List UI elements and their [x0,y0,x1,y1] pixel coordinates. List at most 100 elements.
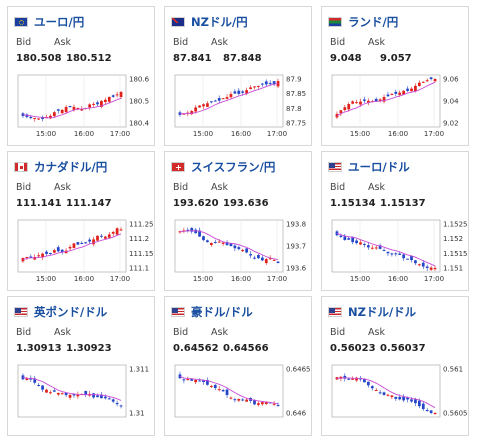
candle-body [421,403,425,410]
candle-body [410,256,413,261]
candle-body [45,389,48,393]
candlestick-chart[interactable]: 1.311 1.31 [8,357,155,436]
candle-body [347,378,351,380]
y-tick-label: 0.5605 [443,410,468,418]
pair-name[interactable]: 英ポンド/ドル [34,305,108,319]
candle-body [198,230,201,237]
candle-body [111,399,115,402]
pair-name[interactable]: ユーロ/円 [34,15,85,29]
pair-name[interactable]: カナダドル/円 [34,160,108,174]
candle-body [257,85,260,87]
pair-name[interactable]: ランド/円 [348,15,399,29]
rate-card-chfjpy[interactable]: スイスフラン/円 Bid Ask 193.620 193.636 193.8 19… [164,151,312,291]
candle-body [103,396,107,399]
bid-value: 0.64562 [173,343,219,354]
candle-body [355,102,358,104]
bid-label: Bid [173,37,189,48]
rate-card-eurjpy[interactable]: ユーロ/円 Bid Ask 180.508 180.512 180.6 180.5… [7,6,155,146]
candle-body [421,262,425,267]
rate-card-cadjpy[interactable]: カナダドル/円 Bid Ask 111.141 111.147 111.25 11… [7,151,155,291]
candlestick-chart[interactable]: 111.25 111.2 111.15 111.1 15:00 16:00 17:00 [8,212,155,291]
y-tick-label: 87.85 [286,90,306,98]
candle-body [198,380,201,382]
candle-body [190,378,194,381]
candlestick-chart[interactable]: 193.8 193.7 193.6 15:00 16:00 17:00 [165,212,312,291]
candle-body [339,235,343,237]
candlestick-chart[interactable]: 87.9 87.85 87.8 87.75 15:00 16:00 17:00 [165,67,312,146]
candle-body [402,254,406,259]
pair-name[interactable]: NZドル/ドル [348,305,417,319]
candle-body [394,396,398,399]
candle-body [64,392,68,396]
ask-value: 193.636 [223,198,269,209]
candle-body [206,380,209,385]
candle-body [394,91,398,94]
us-flag-icon [14,307,28,317]
candlestick-chart[interactable]: 180.6 180.5 180.4 15:00 16:00 17:00 [8,67,155,146]
candle-body [76,394,80,397]
candle-body [202,236,205,241]
candle-body [272,259,276,261]
candle-body [115,94,119,96]
candle-body [417,400,421,407]
candle-body [359,242,362,245]
pair-name[interactable]: NZドル/円 [191,15,248,29]
y-tick-label: 1.1525 [443,221,468,229]
candlestick-chart[interactable]: 0.6465 0.646 [165,357,312,436]
candle-body [370,386,374,389]
candle-body [433,413,437,414]
pair-name[interactable]: スイスフラン/円 [191,160,276,174]
candle-body [52,112,56,117]
rate-card-nzdjpy[interactable]: NZドル/円 Bid Ask 87.841 87.848 87.9 87.85 87… [164,6,312,146]
us-flag-icon [171,307,185,317]
candle-body [429,77,433,79]
candle-body [107,96,111,102]
candle-body [21,257,25,262]
candle-body [425,410,429,412]
rate-card-gbpusd[interactable]: 英ポンド/ドル Bid Ask 1.30913 1.30923 1.311 1.3… [7,296,155,436]
ask-value: 180.512 [66,53,112,64]
candle-body [363,99,366,101]
candle-body [355,377,358,381]
bid-value: 0.56023 [330,343,376,354]
candle-body [347,104,351,110]
candle-body [382,97,386,102]
candlestick-chart[interactable]: 0.561 0.5605 [322,357,469,436]
candle-body [100,235,103,237]
x-tick-label: 17:00 [110,275,130,283]
candle-body [52,390,56,392]
candle-body [115,228,119,235]
rate-card-zarjpy[interactable]: ランド/円 Bid Ask 9.048 9.057 9.06 9.04 9.02 15… [321,6,469,146]
y-tick-label: 1.311 [129,366,149,374]
candle-body [33,378,37,383]
ask-value: 87.848 [223,53,262,64]
rate-card-audusd[interactable]: 豪ドル/ドル Bid Ask 0.64562 0.64566 0.6465 0.6… [164,296,312,436]
bid-label: Bid [173,327,189,338]
x-tick-label: 15:00 [350,275,370,283]
moving-average-line [22,97,122,119]
rate-card-eurusd[interactable]: ユーロ/ドル Bid Ask 1.15134 1.15137 1.1525 1.1… [321,151,469,291]
candle-body [257,403,260,405]
candle-body [253,399,256,405]
candlestick-chart[interactable]: 1.1525 1.152 1.1515 1.151 15:00 16:00 17:00 [322,212,469,291]
ask-label: Ask [368,327,385,338]
candle-body [249,254,252,256]
candle-body [190,110,194,115]
y-tick-label: 111.25 [129,221,154,229]
candle-body [351,378,355,380]
rate-card-nzdusd[interactable]: NZドル/ドル Bid Ask 0.56023 0.56037 0.561 0.5… [321,296,469,436]
y-tick-label: 180.5 [129,98,149,106]
candle-body [237,398,241,401]
candle-body [68,247,72,249]
candle-body [100,394,103,399]
candle-body [72,394,76,396]
candle-body [394,253,398,255]
moving-average-line [22,376,122,401]
candle-body [213,100,217,102]
candle-body [355,240,358,244]
pair-name[interactable]: 豪ドル/ドル [191,305,253,319]
candle-body [84,242,88,244]
pair-name[interactable]: ユーロ/ドル [348,160,410,174]
candlestick-chart[interactable]: 9.06 9.04 9.02 15:00 16:00 17:00 [322,67,469,146]
candle-body [386,251,390,254]
